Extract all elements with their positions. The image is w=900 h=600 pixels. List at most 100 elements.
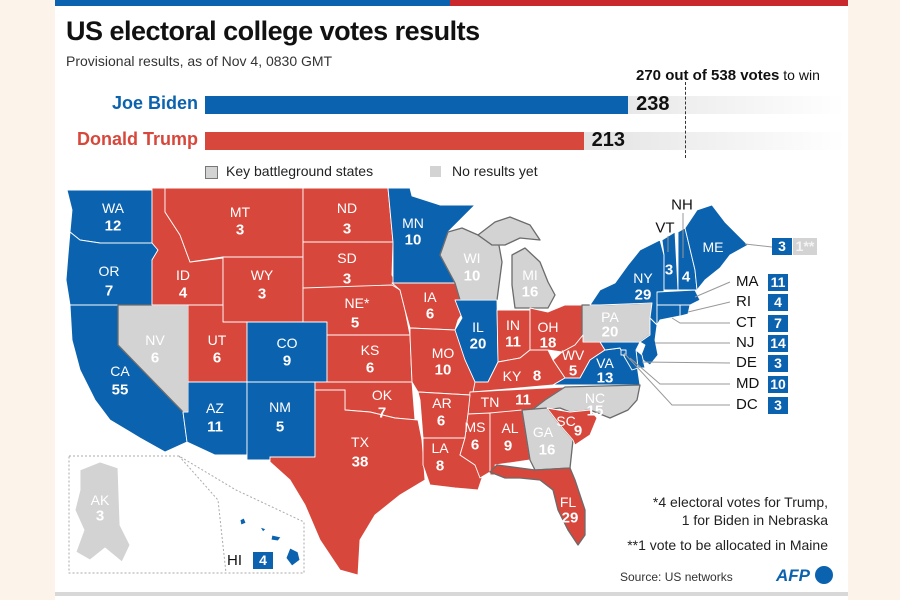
state-label-la: LA — [431, 440, 449, 456]
state-votes-mn: 10 — [405, 232, 422, 249]
state-votes-az: 11 — [207, 419, 223, 436]
state-votes-pa: 20 — [602, 324, 619, 341]
state-label-ky: KY — [503, 368, 522, 384]
leader-line-ri — [687, 301, 731, 313]
state-votes-wv: 5 — [569, 363, 577, 380]
state-ky — [472, 349, 566, 393]
state-hi-part — [239, 517, 247, 526]
state-hi-part — [270, 534, 282, 542]
leader-line-md — [629, 357, 730, 385]
leader-line-ct — [671, 317, 730, 324]
state-nj — [639, 317, 659, 366]
callout-label-ct: CT — [736, 314, 756, 331]
state-label-ga: GA — [533, 424, 554, 440]
state-md — [599, 341, 641, 371]
state-label-co: CO — [277, 335, 298, 351]
state-label-mi: MI — [522, 267, 538, 283]
win-threshold-label: 270 out of 538 votes to win — [636, 67, 820, 84]
no-results-swatch — [430, 166, 441, 177]
leader-line-me — [744, 243, 773, 248]
afp-logo-dot-icon — [815, 566, 833, 584]
candidate-name-biden: Joe Biden — [111, 93, 198, 113]
callout-label-ri: RI — [736, 293, 751, 310]
state-votes-or: 7 — [105, 283, 113, 300]
state-label-nd: ND — [337, 200, 357, 216]
state-label-sc: SC — [556, 413, 575, 429]
state-label-wa: WA — [102, 200, 125, 216]
note-maine: **1 vote to be allocated in Maine — [627, 537, 828, 553]
state-hi — [285, 547, 301, 567]
leader-line-de — [641, 361, 731, 364]
state-ri — [679, 304, 691, 317]
state-label-sd: SD — [337, 250, 356, 266]
state-label-in: IN — [506, 317, 520, 333]
state-votes-ky: 8 — [533, 368, 541, 385]
callout-votes-dc: 3 — [768, 397, 788, 414]
top-stripe-red — [450, 0, 848, 6]
trump-votes: 213 — [591, 129, 626, 151]
state-ma — [656, 289, 701, 306]
state-label-hi: HI — [227, 552, 242, 569]
state-label-az: AZ — [206, 400, 224, 416]
state-mi-part — [477, 216, 541, 246]
state-votes-ne: 5 — [351, 315, 359, 332]
state-label-or: OR — [99, 263, 120, 279]
state-votes-tx: 38 — [352, 454, 369, 471]
state-label-ar: AR — [432, 395, 451, 411]
state-vt — [661, 231, 679, 291]
state-label-tn: TN — [481, 394, 500, 410]
state-label-ok: OK — [372, 387, 393, 403]
state-votes-la: 8 — [436, 458, 444, 475]
state-label-ia: IA — [423, 289, 437, 305]
state-votes-co: 9 — [283, 353, 291, 370]
afp-logo: AFP — [776, 566, 810, 585]
state-label-fl: FL — [560, 494, 577, 510]
state-votes-sd: 3 — [343, 271, 351, 288]
state-votes-al: 9 — [504, 438, 512, 455]
callout-votes-ct: 7 — [768, 315, 788, 332]
legend-no-results: No results yet — [452, 163, 538, 179]
state-votes-nm: 5 — [276, 419, 284, 436]
state-label-wy: WY — [251, 267, 274, 283]
state-label-mt: MT — [230, 204, 251, 220]
state-label-ca: CA — [110, 363, 130, 379]
state-votes-ia: 6 — [426, 306, 434, 323]
callout-pending-me: 1** — [793, 238, 817, 255]
state-votes-ut: 6 — [213, 350, 221, 367]
state-votes-ak: 3 — [96, 508, 104, 525]
state-votes-nh: 4 — [682, 269, 691, 286]
state-label-il: IL — [472, 319, 484, 335]
state-label-va: VA — [596, 355, 614, 371]
candidate-name-trump: Donald Trump — [77, 129, 198, 149]
state-votes-fl: 29 — [562, 510, 579, 527]
threshold-line — [685, 82, 686, 158]
state-fl — [489, 464, 586, 546]
leader-line-ma — [694, 281, 731, 298]
state-label-ny: NY — [633, 270, 653, 286]
callout-label-md: MD — [736, 375, 760, 392]
state-votes-wi: 10 — [464, 268, 481, 285]
top-stripe-blue — [55, 0, 450, 6]
callout-votes-ri: 4 — [768, 294, 788, 311]
state-votes-ga: 16 — [539, 442, 556, 459]
state-label-ut: UT — [208, 332, 227, 348]
state-votes-in: 11 — [505, 334, 521, 351]
state-votes-il: 20 — [470, 336, 487, 353]
state-votes-sc: 9 — [574, 423, 582, 440]
leader-line-dc — [623, 352, 730, 406]
note-nebraska-1: *4 electoral votes for Trump, — [652, 494, 828, 510]
state-votes-nd: 3 — [343, 221, 351, 238]
state-votes-vt: 3 — [665, 262, 673, 279]
state-label-nv: NV — [145, 332, 165, 348]
state-label-al: AL — [501, 420, 518, 436]
state-votes-ar: 6 — [437, 413, 445, 430]
subtitle: Provisional results, as of Nov 4, 0830 G… — [66, 53, 333, 69]
state-label-nh: NH — [671, 197, 693, 214]
state-votes-hi: 4 — [253, 552, 273, 569]
legend-battleground: Key battleground states — [226, 163, 374, 179]
battleground-swatch — [205, 166, 218, 179]
callout-votes-ma: 11 — [768, 274, 788, 291]
state-votes-ms: 6 — [471, 437, 479, 454]
state-tx — [269, 389, 426, 576]
page-title: US electoral college votes results — [66, 16, 480, 46]
